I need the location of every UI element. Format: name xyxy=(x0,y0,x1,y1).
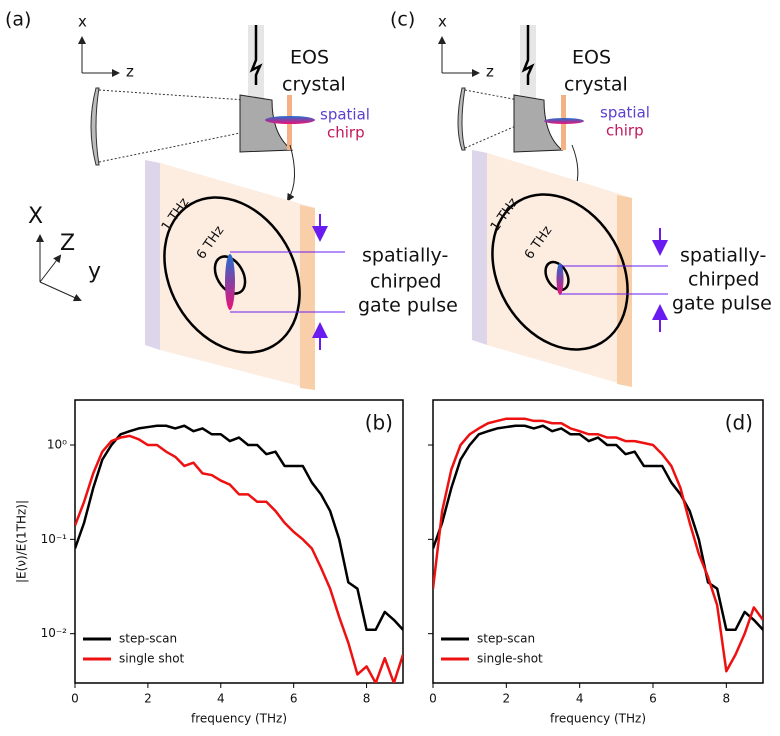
ring xyxy=(491,193,629,351)
beam xyxy=(464,124,519,149)
axis-label: y xyxy=(88,259,101,284)
diagram-a: (a) x z EOS crystal spatial chirp 1 THz … xyxy=(5,9,458,390)
x-tick-label: 2 xyxy=(144,692,152,706)
axis-label: Z xyxy=(60,231,75,256)
waveform xyxy=(521,25,535,85)
y-tick-label: 10⁻² xyxy=(41,626,68,640)
plot-series xyxy=(75,424,403,683)
x-tick-label: 6 xyxy=(649,692,657,706)
y-axis-label: |E(ν)/E(1THz)| xyxy=(15,500,29,583)
x-tick-label: 8 xyxy=(363,692,371,706)
label: EOS xyxy=(290,47,329,69)
legend-label: step-scan xyxy=(477,632,535,646)
data-line xyxy=(433,417,763,673)
legend-label: step-scan xyxy=(119,632,177,646)
arrow xyxy=(39,281,82,302)
arrow xyxy=(39,254,62,283)
label: chirp xyxy=(606,122,644,140)
x-tick-label: 0 xyxy=(71,692,79,706)
beam xyxy=(98,131,246,163)
chirp-pulse xyxy=(544,118,584,124)
axis-label: z xyxy=(126,63,134,81)
x-tick-label: 2 xyxy=(503,692,511,706)
label: spatially- xyxy=(680,245,766,267)
arrow xyxy=(286,144,295,202)
chirp-pulse xyxy=(556,263,564,295)
x-axis-label: frequency (THz) xyxy=(191,712,287,726)
slab xyxy=(472,150,487,345)
slab xyxy=(300,205,315,390)
legend-label: single shot xyxy=(119,652,185,666)
plot-frame xyxy=(74,399,404,684)
label: chirped xyxy=(688,269,759,291)
x-tick-label: 6 xyxy=(290,692,298,706)
axis-label: X xyxy=(28,204,43,229)
label: crystal xyxy=(282,74,346,96)
x-tick-label: 0 xyxy=(429,692,437,706)
beam xyxy=(464,89,519,101)
ring xyxy=(213,255,247,295)
beam xyxy=(98,89,246,101)
ring xyxy=(544,260,570,292)
legend-label: single-shot xyxy=(477,652,543,666)
data-line xyxy=(75,424,403,632)
slab xyxy=(160,163,315,390)
axis-label: z xyxy=(486,63,494,81)
label: spatially- xyxy=(362,245,448,267)
y-tick-label: 10⁰ xyxy=(47,438,67,452)
label: EOS xyxy=(572,47,611,69)
label: gate pulse xyxy=(672,293,772,315)
x-tick-label: 4 xyxy=(576,692,584,706)
x-axis-label: frequency (THz) xyxy=(550,712,646,726)
panel-label: (b) xyxy=(365,411,393,435)
plot-series xyxy=(433,417,763,673)
chirp-pulse xyxy=(225,254,235,310)
data-line xyxy=(75,434,403,683)
label: chirp xyxy=(327,124,365,142)
lens xyxy=(90,87,100,166)
data-line xyxy=(433,424,763,632)
plot-frame xyxy=(432,399,764,684)
y-tick-label: 10⁻¹ xyxy=(41,532,68,546)
axis-label: x xyxy=(438,13,447,31)
axis-label: x xyxy=(78,13,87,31)
label: crystal xyxy=(564,74,628,96)
slab xyxy=(617,195,632,387)
panel-label: (c) xyxy=(390,9,415,31)
slab xyxy=(145,160,160,350)
chirp-pulse xyxy=(265,116,315,124)
panel-label: (a) xyxy=(5,9,31,31)
x-tick-label: 4 xyxy=(217,692,225,706)
label: gate pulse xyxy=(358,295,458,317)
diagram-c: (c) x z EOS crystal spatial chirp 1 THz … xyxy=(390,9,772,387)
panel-label: (d) xyxy=(725,411,753,435)
label: spatial xyxy=(320,106,370,124)
lens xyxy=(457,87,466,151)
label: spatial xyxy=(600,104,650,122)
label: chirped xyxy=(370,271,441,293)
ring xyxy=(163,196,301,354)
waveform xyxy=(249,25,263,85)
x-tick-label: 8 xyxy=(723,692,731,706)
